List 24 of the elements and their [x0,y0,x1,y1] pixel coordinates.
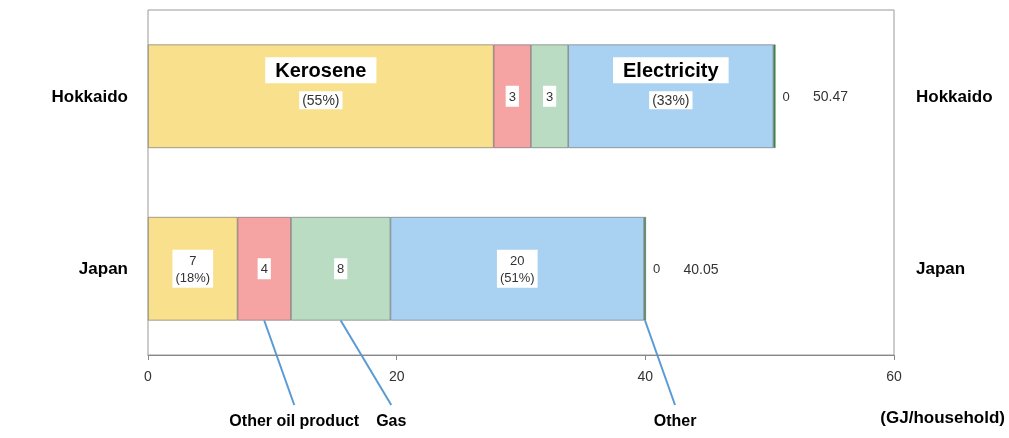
data-label: 7 (18%) [175,252,211,285]
x-tick-label: 60 [886,368,902,384]
x-tick-label: 0 [144,368,153,384]
x-tick-label: 20 [388,368,405,384]
series-label: Kerosene [275,59,367,82]
data-label: 20 (51%) [499,252,535,285]
text: Other [653,411,697,429]
y2-tick-label: Hokkaido [916,86,993,106]
y2-tick-label: Japan [916,259,966,279]
annotation: (33%) [652,92,690,109]
text: Gas [376,411,407,429]
x-axis-title: (GJ/household) [880,408,1006,427]
data-label: 0 [782,88,790,104]
total-label: 40.05 [683,260,719,277]
data-label: 3 [545,88,554,104]
data-label: 8 [337,261,345,277]
data-label: 3 [508,88,516,104]
annotation: (55%) [302,92,340,109]
x-tick-label: 40 [637,368,654,384]
data-label: 0 [652,261,661,277]
total-label: 50.47 [812,88,849,105]
data-label: 4 [260,261,268,277]
text: Other oil product [229,411,360,429]
series-label: Electricity [623,59,720,82]
